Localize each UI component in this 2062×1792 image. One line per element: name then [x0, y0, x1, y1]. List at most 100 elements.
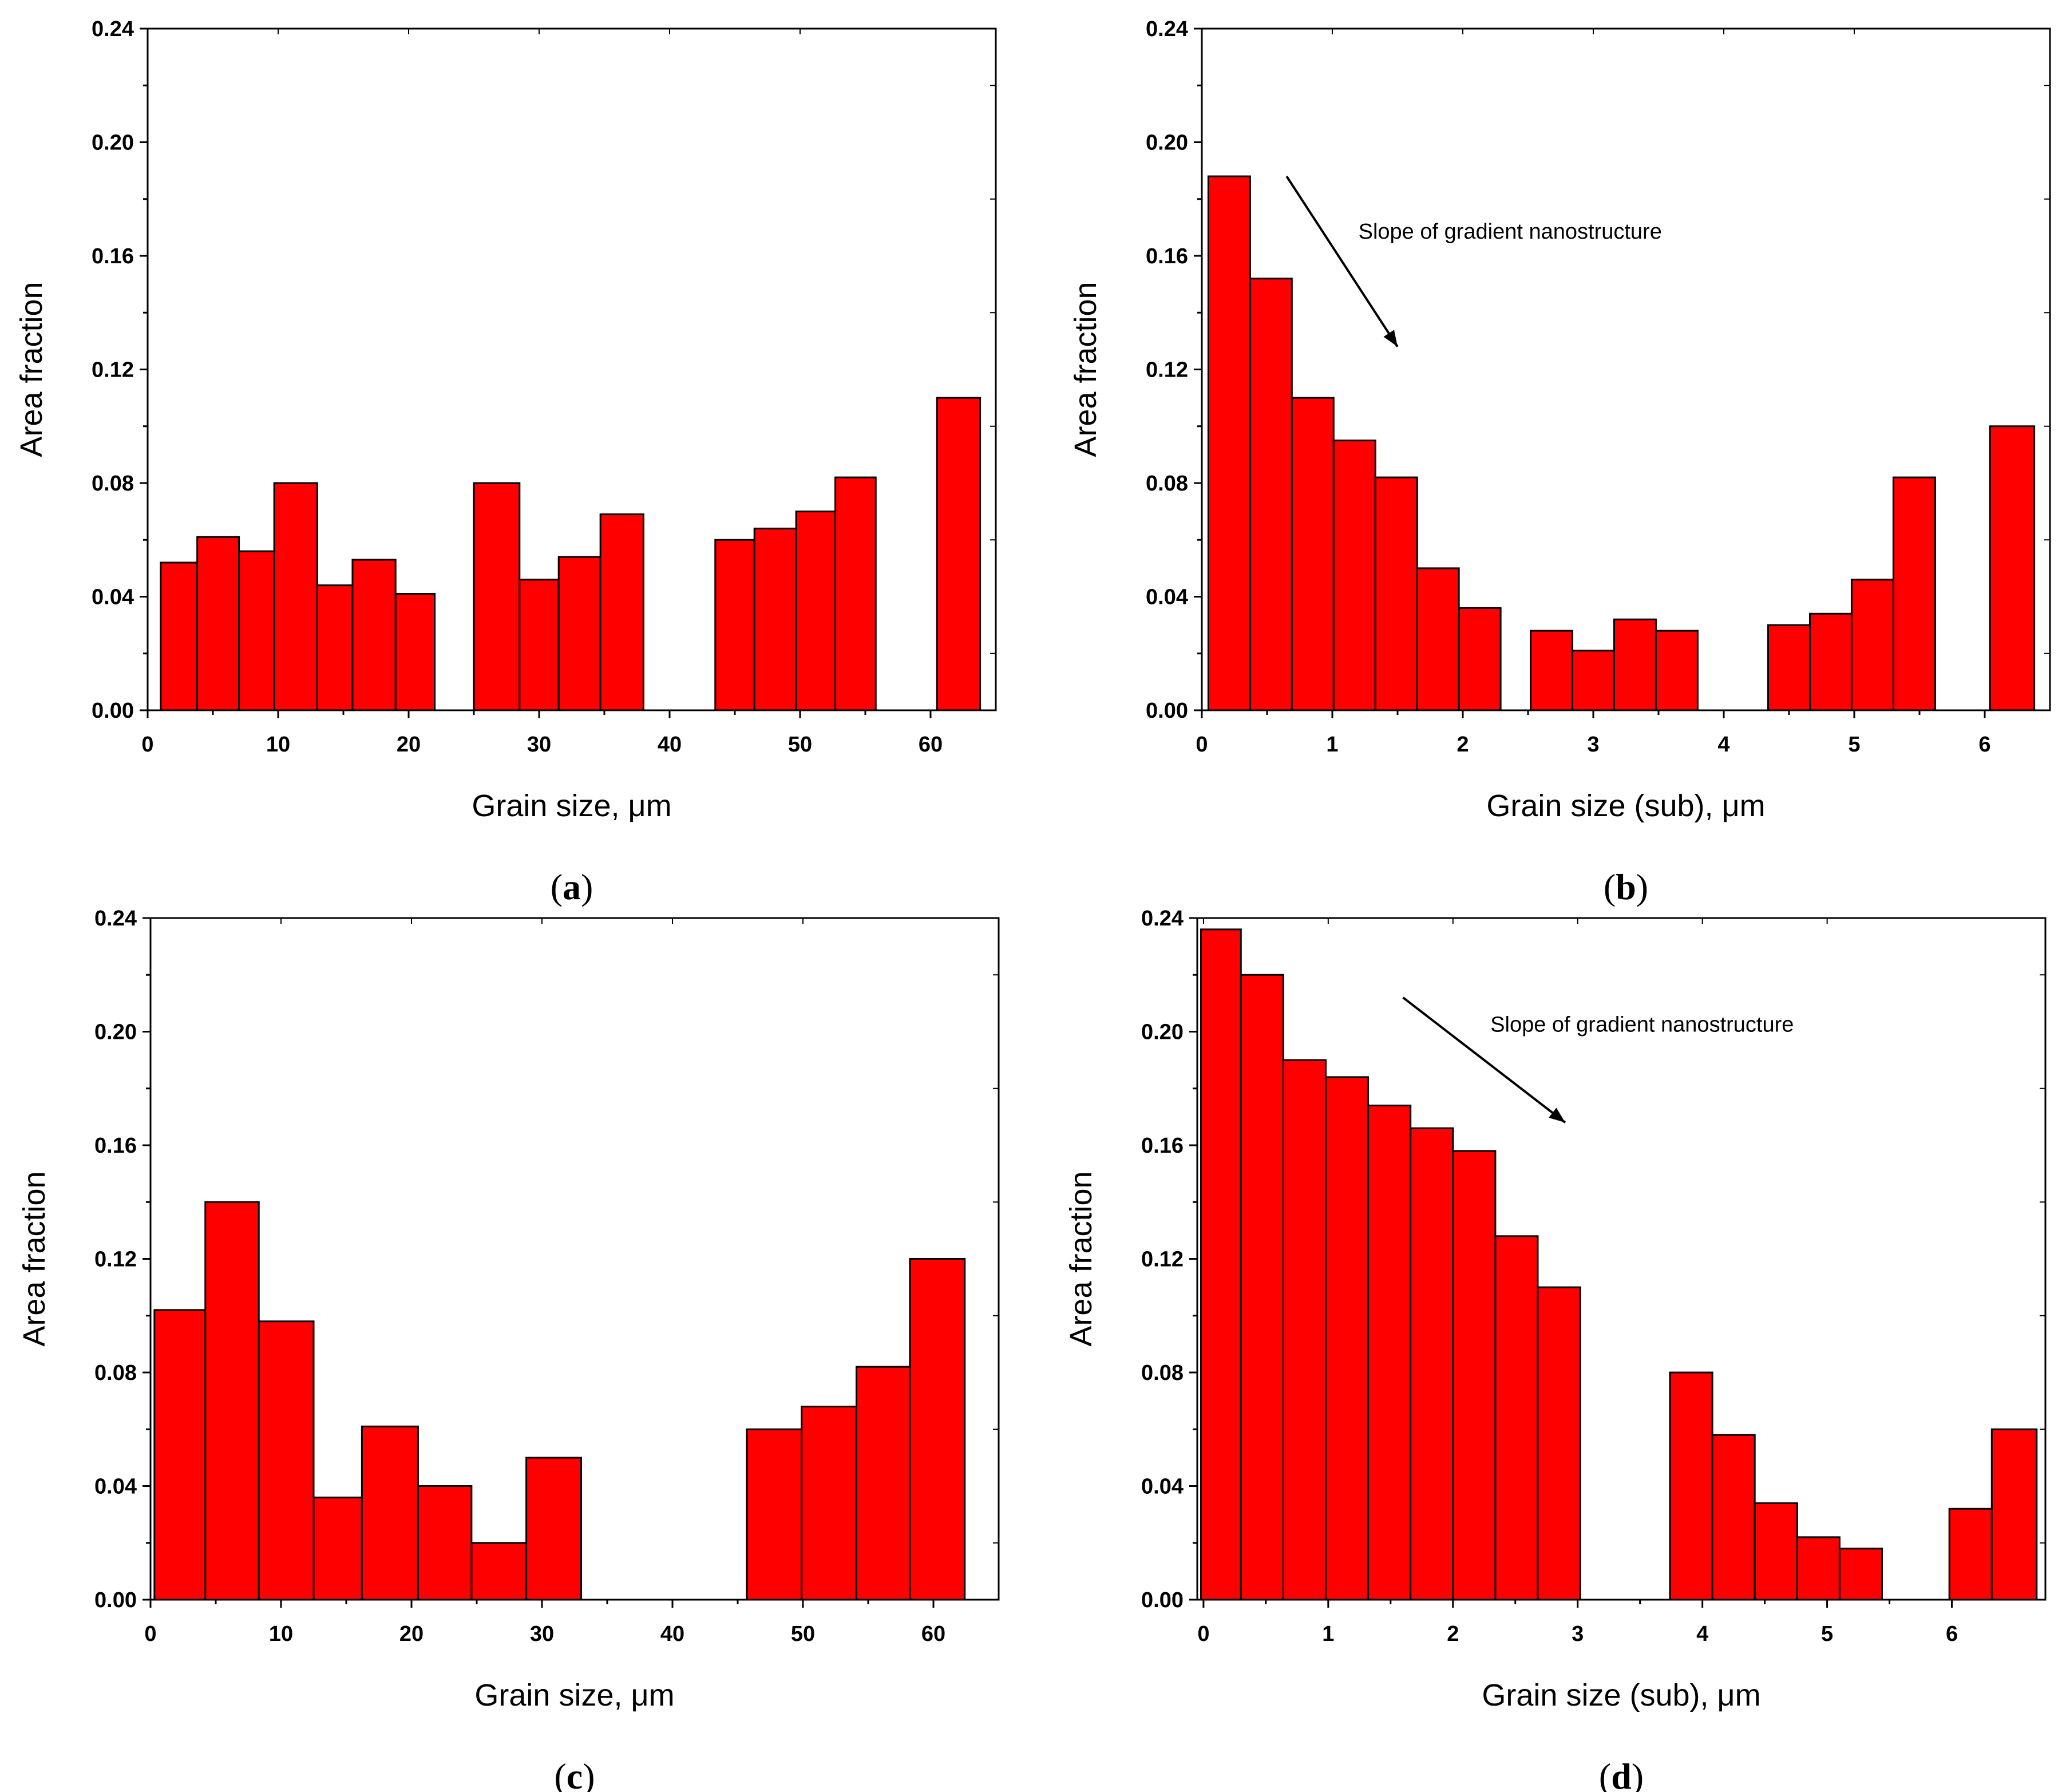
- ytick-label-d-6: 0.24: [1141, 907, 1184, 931]
- ytick-label-c-0: 0.00: [94, 1588, 137, 1612]
- ytick-label-d-5: 0.20: [1141, 1020, 1184, 1045]
- xtick-label-a-2: 20: [397, 733, 421, 757]
- xtick-label-a-3: 30: [527, 733, 551, 757]
- bar-d-3: [1324, 1076, 1370, 1601]
- xtick-label-c-6: 60: [921, 1622, 945, 1646]
- ytick-label-c-6: 0.24: [94, 907, 137, 931]
- xtick-label-d-2: 2: [1447, 1622, 1459, 1646]
- bar-b-12: [1808, 612, 1853, 711]
- chart-panel-b: 0.00 0.04 0.08 0.12 0.16 0.20 0.24 0 1 2 3 4 5 6 Grain…: [1068, 17, 2051, 907]
- bar-c-6: [470, 1542, 528, 1601]
- bar-c-5: [417, 1485, 473, 1601]
- xtick-label-c-4: 40: [660, 1622, 684, 1646]
- xtick-label-d-6: 6: [1946, 1622, 1958, 1646]
- bar-d-6: [1452, 1150, 1497, 1601]
- annotation-arrow-b: [1285, 175, 1399, 347]
- panel-label-c: (c): [554, 1756, 595, 1792]
- y-axis-title-a: Area fraction: [14, 282, 49, 457]
- ytick-label-d-2: 0.08: [1141, 1361, 1184, 1385]
- bar-a-4: [316, 584, 354, 711]
- bar-a-14: [834, 476, 877, 711]
- bar-d-0: [1200, 928, 1242, 1601]
- ytick-label-d-3: 0.12: [1141, 1248, 1184, 1272]
- bar-a-2: [238, 550, 275, 711]
- xtick-label-c-2: 20: [399, 1622, 424, 1646]
- bar-c-11: [909, 1258, 966, 1601]
- x-axis-title-b: Grain size (sub), μm: [1486, 789, 1765, 823]
- bar-a-0: [160, 561, 199, 711]
- ytick-label-b-6: 0.24: [1146, 17, 1188, 41]
- xtick-label-a-1: 10: [266, 733, 290, 757]
- bar-b-4: [1374, 476, 1418, 711]
- bar-a-15: [936, 397, 981, 711]
- panel-label-d: (d): [1599, 1756, 1644, 1792]
- bar-d-9: [1669, 1371, 1713, 1601]
- bar-d-8: [1537, 1286, 1581, 1601]
- ytick-label-a-1: 0.04: [92, 586, 134, 610]
- bar-c-0: [153, 1309, 207, 1601]
- ytick-label-c-5: 0.20: [94, 1020, 137, 1045]
- ytick-label-d-1: 0.04: [1141, 1475, 1184, 1499]
- bar-a-6: [394, 593, 436, 711]
- xtick-label-d-1: 1: [1322, 1622, 1334, 1646]
- bar-d-2: [1282, 1059, 1327, 1601]
- chart-panel-a: 0.00 0.04 0.08 0.12 0.16 0.20 0.24 0 10 20 30 40 50 6…: [14, 17, 997, 907]
- bar-d-4: [1367, 1105, 1412, 1601]
- ytick-label-c-3: 0.12: [94, 1248, 137, 1272]
- ytick-label-b-3: 0.12: [1146, 358, 1188, 382]
- bar-d-13: [1838, 1548, 1883, 1601]
- ytick-label-d-4: 0.16: [1141, 1134, 1184, 1158]
- bar-c-8: [746, 1428, 803, 1601]
- ytick-label-a-4: 0.16: [92, 244, 134, 268]
- annotation-text-d: Slope of gradient nanostructure: [1490, 1013, 1794, 1037]
- bar-b-3: [1332, 440, 1376, 711]
- bar-c-7: [525, 1457, 582, 1601]
- bar-a-7: [473, 482, 521, 711]
- bar-d-5: [1410, 1127, 1454, 1601]
- bar-a-8: [519, 579, 560, 711]
- bar-a-9: [557, 556, 601, 711]
- ytick-label-d-0: 0.00: [1141, 1588, 1184, 1612]
- bar-a-5: [351, 559, 397, 711]
- bar-c-2: [258, 1320, 315, 1601]
- annotation-arrow-d: [1402, 996, 1566, 1124]
- bar-b-13: [1850, 579, 1894, 711]
- bar-a-3: [273, 482, 318, 711]
- ytick-label-b-1: 0.04: [1146, 586, 1188, 610]
- xtick-label-b-2: 2: [1457, 733, 1469, 757]
- bar-d-7: [1494, 1235, 1539, 1601]
- bar-d-12: [1796, 1536, 1841, 1601]
- xtick-label-c-5: 50: [791, 1622, 815, 1646]
- bar-b-10: [1655, 630, 1699, 711]
- ytick-label-b-0: 0.00: [1146, 699, 1188, 723]
- xtick-label-d-0: 0: [1197, 1622, 1209, 1646]
- chart-panel-c: 0.00 0.04 0.08 0.12 0.16 0.20 0.24 0 10 20 30 40 50 6…: [17, 907, 1000, 1792]
- bar-b-2: [1291, 397, 1335, 711]
- bar-c-10: [855, 1366, 911, 1601]
- ytick-label-c-1: 0.04: [94, 1475, 137, 1499]
- xtick-label-a-5: 50: [788, 733, 812, 757]
- bar-b-14: [1892, 476, 1936, 711]
- bar-c-1: [204, 1201, 260, 1601]
- xtick-label-a-4: 40: [658, 733, 682, 757]
- x-axis-title-a: Grain size, μm: [472, 789, 671, 823]
- xtick-label-d-4: 4: [1696, 1622, 1708, 1646]
- ytick-label-a-0: 0.00: [92, 699, 134, 723]
- ytick-label-b-4: 0.16: [1146, 244, 1188, 268]
- ytick-label-a-2: 0.08: [92, 472, 134, 496]
- bar-b-15: [1989, 425, 2036, 711]
- xtick-label-c-3: 30: [530, 1622, 554, 1646]
- ytick-label-a-3: 0.12: [92, 358, 134, 382]
- xtick-label-b-4: 4: [1717, 733, 1729, 757]
- ytick-label-a-6: 0.24: [92, 17, 134, 41]
- bar-a-11: [714, 539, 755, 711]
- bar-c-3: [312, 1496, 363, 1601]
- bar-b-11: [1767, 624, 1811, 711]
- xtick-label-b-1: 1: [1326, 733, 1338, 757]
- bar-b-6: [1458, 607, 1502, 711]
- x-axis-title-c: Grain size, μm: [474, 1678, 674, 1712]
- bar-a-13: [795, 511, 837, 711]
- bar-d-1: [1240, 974, 1284, 1601]
- annotation-arrowhead-d: [1549, 1107, 1565, 1123]
